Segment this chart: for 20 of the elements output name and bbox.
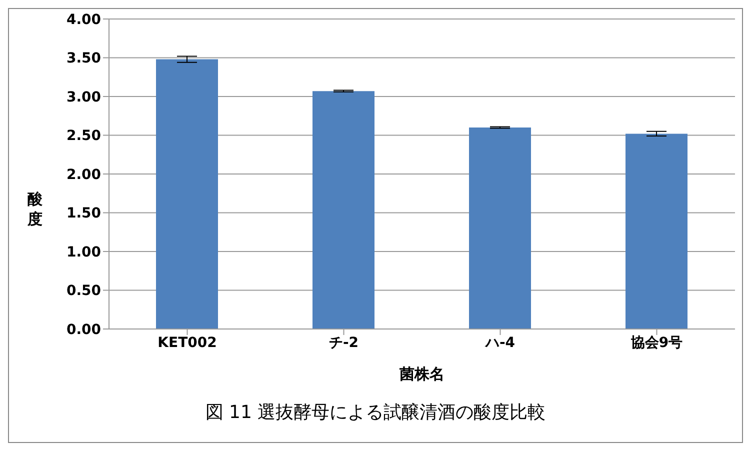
y-tick-label: 0.50	[66, 283, 102, 300]
x-tick-label: KET002	[158, 334, 217, 351]
y-tick-label: 1.00	[66, 244, 102, 260]
y-tick-label: 2.50	[66, 128, 102, 144]
y-tick-label: 0.00	[66, 322, 102, 338]
bar	[626, 134, 688, 329]
bar	[312, 91, 374, 329]
y-tick-label: 3.00	[66, 89, 102, 106]
y-tick-label: 2.00	[66, 166, 102, 183]
text: 図 11 選抜酵母による試醸清酒の酸度比較	[204, 401, 547, 424]
y-tick-label: 3.50	[66, 50, 102, 67]
bar	[156, 59, 218, 329]
bar	[469, 128, 531, 329]
y-tick-label: 1.50	[66, 206, 102, 222]
y-axis-title: 酸度	[26, 189, 44, 229]
x-axis-title: 菌株名	[398, 365, 444, 383]
y-tick-label: 4.00	[66, 12, 102, 28]
x-tick-label: チ-2	[328, 334, 359, 351]
x-tick-label: ハ-4	[484, 334, 516, 351]
x-tick-label: 協会9号	[630, 334, 683, 351]
